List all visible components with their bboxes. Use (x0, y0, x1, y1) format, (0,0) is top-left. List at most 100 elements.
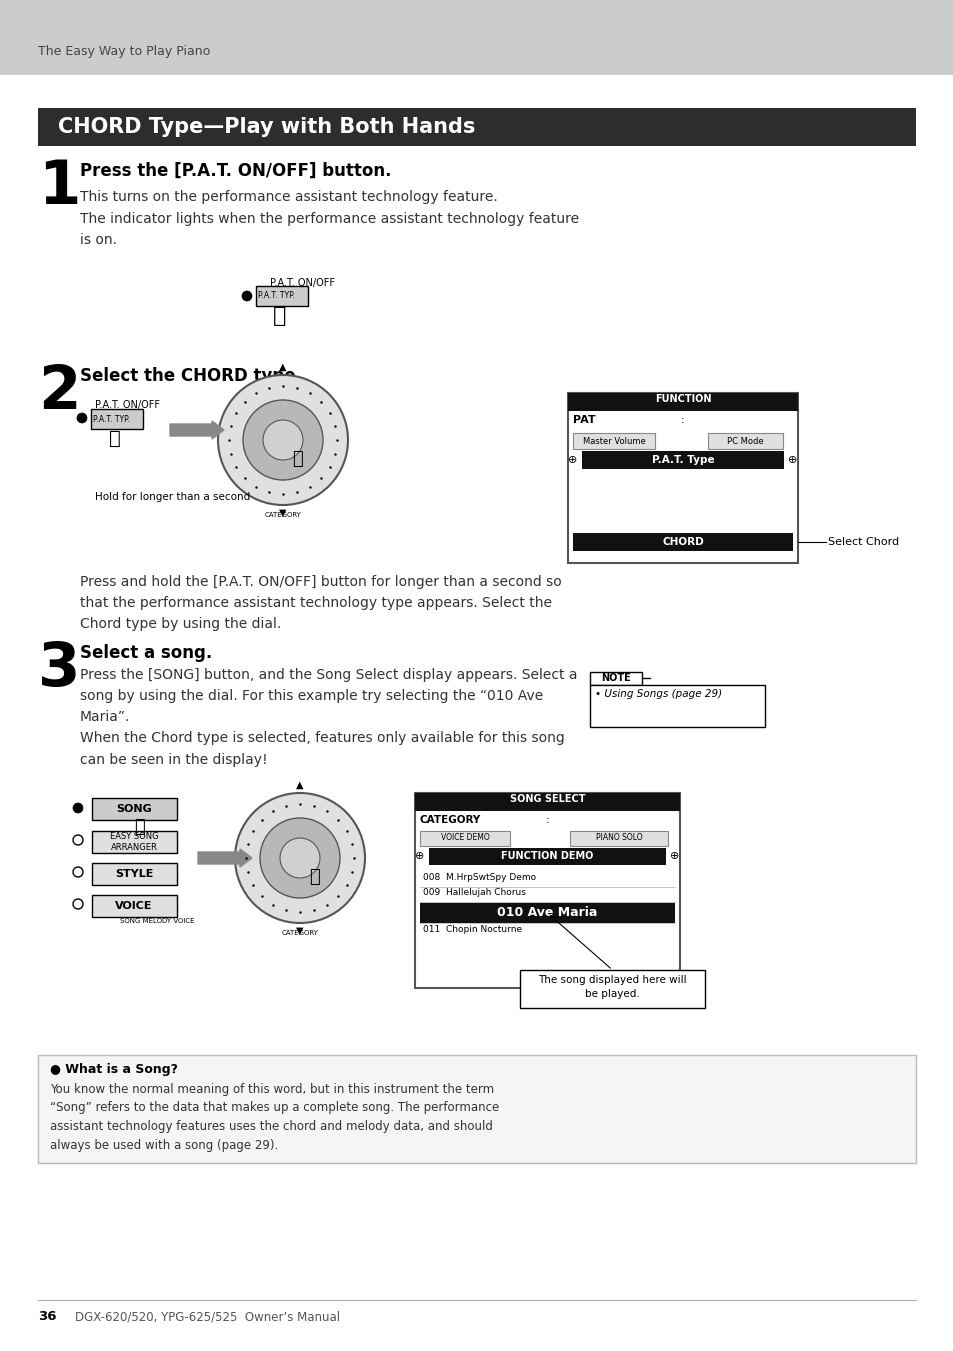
Text: 🖐: 🖐 (293, 450, 303, 467)
Text: Select the CHORD type.: Select the CHORD type. (80, 367, 302, 385)
Text: 010 Ave Maria: 010 Ave Maria (497, 907, 598, 920)
Text: :: : (680, 415, 684, 426)
Bar (519, 970, 704, 1008)
Bar (91, 798, 177, 820)
Bar (91, 863, 177, 885)
Text: P.A.T. TYP.: P.A.T. TYP. (257, 292, 294, 300)
Text: Select Chord: Select Chord (827, 536, 898, 547)
Text: Master Volume: Master Volume (582, 436, 644, 446)
Text: Press and hold the [P.A.T. ON/OFF] button for longer than a second so
that the p: Press and hold the [P.A.T. ON/OFF] butto… (80, 576, 561, 631)
FancyArrow shape (170, 422, 224, 439)
Text: ⊕: ⊕ (787, 455, 797, 465)
Circle shape (73, 835, 83, 844)
Bar (415, 793, 679, 811)
Text: 1: 1 (38, 158, 80, 218)
Text: CATEGORY: CATEGORY (281, 929, 318, 936)
Bar (573, 434, 655, 449)
Text: The Easy Way to Play Piano: The Easy Way to Play Piano (38, 46, 210, 58)
Bar (419, 902, 675, 923)
Bar (429, 848, 665, 865)
Text: Press the [P.A.T. ON/OFF] button.: Press the [P.A.T. ON/OFF] button. (80, 162, 391, 180)
Text: P.A.T. ON/OFF: P.A.T. ON/OFF (95, 400, 160, 409)
Bar (567, 393, 797, 563)
Bar (589, 671, 641, 685)
Text: STYLE: STYLE (114, 869, 153, 880)
Text: P.A.T. Type: P.A.T. Type (651, 455, 714, 465)
Text: 3: 3 (38, 640, 80, 698)
Text: EASY SONG
ARRANGER: EASY SONG ARRANGER (110, 832, 158, 851)
Text: Select a song.: Select a song. (80, 644, 212, 662)
Circle shape (242, 290, 252, 301)
Bar (255, 286, 308, 305)
Bar (415, 793, 679, 988)
Text: ▼: ▼ (296, 925, 303, 936)
Text: Hold for longer than a second: Hold for longer than a second (95, 492, 250, 503)
Bar (419, 831, 510, 846)
Text: PC Mode: PC Mode (726, 436, 762, 446)
Text: SONG SELECT: SONG SELECT (509, 794, 584, 804)
Text: • Using Songs (page 29): • Using Songs (page 29) (595, 689, 721, 698)
Text: 009  Hallelujah Chorus: 009 Hallelujah Chorus (422, 888, 525, 897)
Text: ⊕: ⊕ (568, 455, 578, 465)
Text: 🖐: 🖐 (134, 817, 145, 836)
Text: PAT: PAT (573, 415, 595, 426)
Text: CHORD Type—Play with Both Hands: CHORD Type—Play with Both Hands (58, 118, 475, 136)
Text: NOTE: NOTE (600, 673, 630, 684)
Circle shape (243, 400, 323, 480)
Text: FUNCTION DEMO: FUNCTION DEMO (500, 851, 593, 861)
Circle shape (73, 867, 83, 877)
Circle shape (263, 420, 303, 459)
Circle shape (77, 413, 87, 423)
Text: Press the [SONG] button, and the Song Select display appears. Select a
song by u: Press the [SONG] button, and the Song Se… (80, 667, 577, 766)
Text: 🖐: 🖐 (273, 305, 287, 326)
Text: P.A.T. TYP.: P.A.T. TYP. (92, 415, 130, 423)
Text: ⊕: ⊕ (670, 851, 679, 861)
Text: CHORD: CHORD (661, 536, 703, 547)
Text: DGX-620/520, YPG-625/525  Owner’s Manual: DGX-620/520, YPG-625/525 Owner’s Manual (75, 1310, 340, 1323)
Bar (0, 0, 953, 76)
Bar (91, 894, 177, 917)
Text: :: : (545, 815, 549, 825)
Text: 2: 2 (38, 363, 81, 422)
Text: ● What is a Song?: ● What is a Song? (50, 1063, 178, 1075)
Bar (91, 409, 143, 430)
Text: ▲: ▲ (279, 362, 287, 372)
Text: VOICE DEMO: VOICE DEMO (440, 834, 489, 843)
Circle shape (73, 802, 83, 813)
Bar (567, 393, 797, 411)
Text: ▼: ▼ (279, 508, 287, 517)
Text: ▲: ▲ (296, 780, 303, 790)
Text: CATEGORY: CATEGORY (264, 512, 301, 517)
Circle shape (73, 898, 83, 909)
Bar (707, 434, 782, 449)
Text: ⊕: ⊕ (415, 851, 424, 861)
Text: SONG: SONG (116, 804, 152, 815)
Text: 008  M.HrpSwtSpy Demo: 008 M.HrpSwtSpy Demo (422, 873, 536, 882)
Bar (589, 685, 764, 727)
Bar (38, 1055, 915, 1163)
Text: You know the normal meaning of this word, but in this instrument the term
“Song”: You know the normal meaning of this word… (50, 1084, 498, 1151)
Circle shape (260, 817, 339, 898)
Circle shape (234, 793, 365, 923)
Text: 🖐: 🖐 (310, 867, 320, 886)
FancyArrow shape (198, 848, 252, 867)
Text: CATEGORY: CATEGORY (419, 815, 480, 825)
Circle shape (218, 376, 348, 505)
Text: 011  Chopin Nocturne: 011 Chopin Nocturne (422, 925, 521, 934)
Bar (91, 831, 177, 852)
Bar (573, 534, 792, 551)
Bar (38, 108, 915, 146)
Text: SONG MELODY VOICE: SONG MELODY VOICE (120, 917, 194, 924)
Bar (569, 831, 667, 846)
Text: 36: 36 (38, 1310, 56, 1323)
Text: FUNCTION: FUNCTION (654, 394, 711, 404)
Bar (0, 76, 953, 141)
Circle shape (280, 838, 319, 878)
Text: 🖐: 🖐 (109, 430, 121, 449)
Text: VOICE: VOICE (115, 901, 152, 911)
Bar (581, 451, 783, 469)
Text: PIANO SOLO: PIANO SOLO (595, 834, 641, 843)
Text: This turns on the performance assistant technology feature.
The indicator lights: This turns on the performance assistant … (80, 190, 578, 247)
Text: The song displayed here will
be played.: The song displayed here will be played. (537, 975, 686, 998)
Text: P.A.T. ON/OFF: P.A.T. ON/OFF (270, 278, 335, 288)
